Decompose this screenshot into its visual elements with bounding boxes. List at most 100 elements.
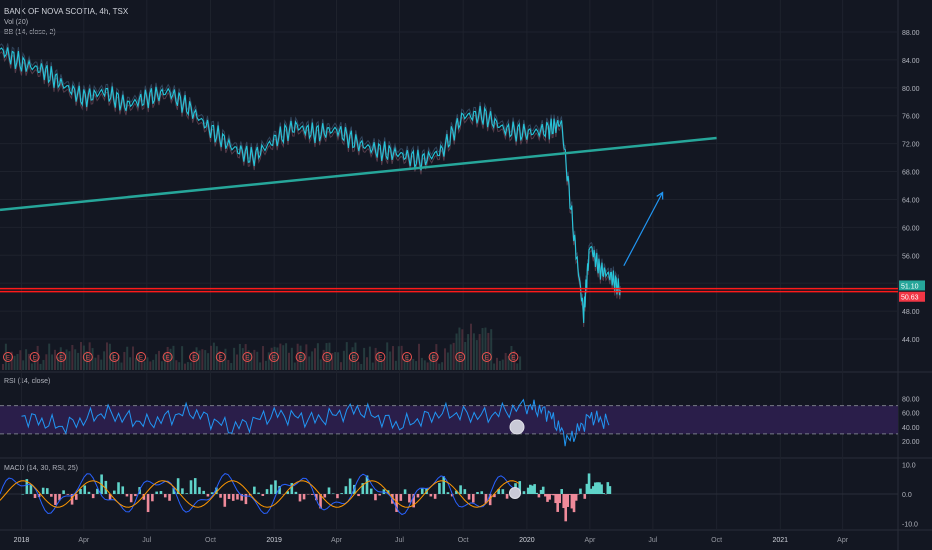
macd-highlight-marker [509, 487, 521, 499]
macd-histogram-bar [33, 494, 37, 499]
close-price-line [0, 47, 621, 324]
volume-bar [412, 358, 415, 370]
volume-bar [461, 329, 464, 370]
macd-histogram-bar [290, 483, 294, 494]
volume-bar [160, 361, 163, 370]
volume-bar [195, 347, 198, 370]
macd-histogram-bar [602, 493, 605, 494]
macd-histogram-bar [210, 492, 214, 494]
volume-bar [400, 345, 403, 370]
volume-bar [259, 362, 262, 370]
volume-bar [282, 345, 285, 370]
volume-bar [114, 358, 117, 370]
macd-histogram-bar [21, 494, 25, 495]
volume-bar [360, 363, 363, 370]
volume-bar [452, 342, 455, 370]
volume-bar [117, 355, 120, 370]
macd-histogram-bar [558, 494, 561, 504]
rsi-y-tick-label: 40.00 [902, 425, 920, 432]
volume-bar [464, 341, 467, 370]
macd-histogram-bar [244, 494, 248, 505]
volume-indicator-label[interactable]: Vol (20) [4, 19, 29, 26]
volume-bar [152, 359, 155, 370]
y-tick-label: 56.00 [902, 253, 920, 260]
volume-bar [366, 357, 368, 370]
macd-histogram-bar [433, 494, 437, 499]
volume-bar [39, 363, 42, 370]
macd-histogram-bar [278, 485, 281, 494]
volume-bar [16, 354, 19, 370]
macd-histogram-bar [121, 486, 125, 494]
volume-bar [516, 363, 519, 370]
macd-histogram-bar [598, 482, 601, 494]
volume-bar [305, 344, 308, 370]
macd-histogram-bar [193, 478, 197, 494]
y-tick-label: 64.00 [902, 197, 920, 204]
macd-histogram-bar [286, 491, 290, 494]
earnings-marker-icon [136, 352, 146, 362]
macd-histogram-bar [488, 494, 492, 506]
arrow-head-icon [656, 191, 664, 200]
volume-bar [299, 345, 302, 370]
volume-bar [285, 343, 288, 370]
x-tick-label: Apr [331, 537, 343, 544]
volume-bar [158, 350, 160, 370]
earnings-marker-icon [481, 352, 492, 362]
volume-bar [28, 353, 30, 370]
macd-histogram-bar [257, 492, 260, 494]
macd-histogram-bar [463, 489, 467, 494]
macd-histogram-bar [533, 484, 536, 494]
volume-bar [394, 360, 397, 370]
macd-histogram-bar [331, 493, 335, 494]
macd-histogram-bar [117, 482, 120, 494]
macd-histogram-bar [163, 494, 167, 498]
macd-histogram-bar [215, 487, 218, 494]
volume-bar [178, 362, 181, 370]
macd-histogram-bar [151, 494, 154, 502]
volume-bar [212, 342, 215, 370]
macd-histogram-bar [172, 488, 176, 494]
macd-histogram-bar [274, 480, 277, 494]
macd-histogram-bar [399, 494, 403, 501]
volume-bar [406, 354, 409, 370]
volume-bar [273, 346, 276, 370]
macd-histogram-bar [589, 488, 593, 494]
volume-bar [210, 345, 212, 370]
earnings-marker-glyph: E [405, 356, 409, 362]
volume-bar [126, 346, 129, 370]
rsi-indicator-label[interactable]: RSI (14, close) [4, 378, 51, 385]
macd-histogram-bar [327, 487, 331, 494]
macd-histogram-bar [493, 494, 496, 498]
volume-bar [426, 362, 429, 370]
macd-histogram-bar [583, 494, 587, 499]
x-tick-label: Jul [142, 537, 151, 544]
volume-bar [513, 350, 516, 370]
rsi-highlight-marker [509, 419, 525, 435]
macd-histogram-bar [142, 494, 146, 500]
macd-histogram-bar [556, 494, 559, 512]
volume-bar [279, 343, 282, 370]
rsi-band [0, 405, 898, 434]
macd-indicator-label[interactable]: MACD (14, 30, RSI, 25) [4, 465, 78, 472]
earnings-marker-glyph: E [432, 356, 436, 362]
rsi-line [21, 398, 610, 447]
earnings-marker-glyph: E [325, 356, 329, 362]
volume-bar [184, 363, 186, 370]
macd-histogram-bar [505, 494, 509, 499]
macd-histogram-bar [298, 494, 302, 502]
earnings-marker-glyph: E [352, 356, 356, 362]
macd-histogram-bar [544, 494, 547, 497]
macd-histogram-bar [261, 494, 265, 496]
volume-bar [288, 352, 290, 370]
x-tick-label: Jul [648, 537, 657, 544]
macd-histogram-bar [548, 494, 551, 500]
volume-bar [106, 342, 108, 370]
macd-histogram-bar [45, 488, 49, 494]
volume-bar [13, 355, 16, 370]
volume-bar [140, 360, 143, 370]
y-tick-label: 76.00 [902, 114, 920, 121]
macd-histogram-bar [497, 488, 500, 494]
macd-histogram-bar [323, 494, 327, 498]
macd-histogram-bar [594, 482, 597, 494]
